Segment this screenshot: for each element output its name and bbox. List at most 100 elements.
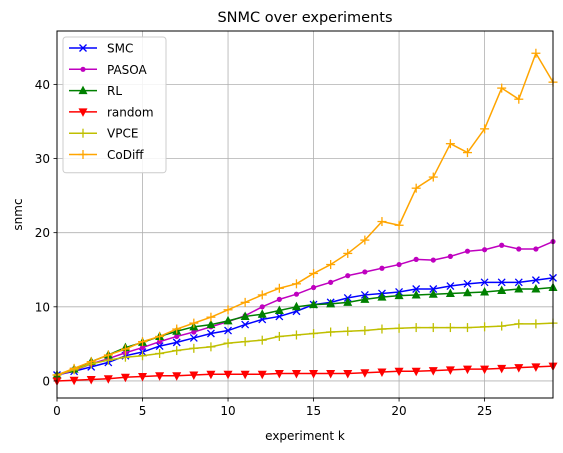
data-point	[223, 370, 233, 380]
data-point	[120, 344, 130, 354]
series-line	[56, 52, 554, 376]
data-point	[362, 269, 368, 275]
data-point	[514, 278, 523, 287]
marker-stroke	[224, 326, 232, 335]
data-point	[69, 376, 79, 386]
data-point	[189, 343, 199, 353]
data-point	[497, 83, 507, 93]
series-line	[56, 240, 554, 376]
data-point	[343, 297, 353, 306]
data-point	[411, 367, 421, 377]
data-point	[139, 344, 146, 351]
x-tick-label: 25	[477, 404, 492, 418]
data-point	[224, 326, 232, 335]
data-point	[430, 257, 436, 263]
legend-label: RL	[107, 84, 122, 98]
data-point	[462, 323, 472, 333]
y-tick-label: 0	[42, 374, 50, 388]
ticks: 0 5 10 15 20 25 0 10 20 30 40	[35, 78, 493, 418]
data-point	[531, 284, 541, 293]
data-point	[531, 363, 541, 372]
marker-stroke	[206, 329, 215, 338]
x-tick-label: 0	[53, 404, 61, 418]
legend-entry-codiff: CoDiff	[69, 148, 144, 162]
x-tick-label: 15	[306, 404, 321, 418]
x-tick-label: 5	[139, 404, 147, 418]
data-point	[223, 315, 233, 325]
data-point	[155, 331, 165, 341]
data-point	[480, 278, 489, 287]
data-point	[377, 324, 387, 334]
legend-entry-vpce: VPCE	[69, 127, 138, 141]
data-point	[80, 66, 86, 72]
data-point	[309, 268, 319, 278]
data-point	[531, 319, 541, 329]
data-point	[345, 273, 351, 279]
marker-stroke	[275, 312, 284, 321]
data-point	[157, 339, 163, 345]
data-point	[428, 289, 438, 298]
data-point	[514, 319, 524, 329]
data-point	[257, 290, 267, 300]
data-point	[206, 342, 216, 352]
data-point	[497, 285, 507, 294]
legend-entry-rl: RL	[69, 84, 122, 98]
data-point	[309, 328, 319, 338]
data-point	[189, 318, 199, 328]
data-point	[497, 278, 506, 287]
y-axis-label: snmc	[11, 198, 25, 230]
series-layer	[52, 48, 558, 386]
data-point	[291, 301, 301, 311]
data-point	[480, 124, 490, 134]
data-point	[328, 279, 334, 285]
data-point	[172, 338, 181, 347]
data-point	[445, 366, 455, 375]
data-point	[240, 297, 250, 307]
marker-stroke	[463, 279, 472, 288]
data-point	[445, 288, 455, 297]
data-point	[240, 370, 250, 380]
data-point	[481, 247, 488, 253]
data-point	[78, 150, 88, 159]
data-point	[411, 323, 421, 333]
data-point	[78, 128, 88, 138]
data-point	[103, 375, 113, 384]
data-point	[155, 372, 165, 381]
marker-stroke	[189, 333, 198, 342]
data-point	[138, 337, 148, 347]
marker-stroke	[446, 282, 455, 291]
data-point	[189, 333, 198, 342]
data-point	[291, 279, 301, 289]
data-point	[274, 331, 284, 341]
data-point	[274, 283, 284, 293]
data-point	[172, 372, 182, 381]
legend: SMC PASOA RL random VPCE CoDiff	[62, 36, 167, 174]
data-point	[533, 246, 539, 252]
data-point	[120, 352, 130, 362]
data-point	[377, 217, 387, 227]
marker-stroke	[172, 338, 181, 347]
data-point	[343, 326, 353, 336]
marker-stroke	[429, 285, 438, 293]
data-point	[276, 296, 282, 302]
y-tick-label: 40	[35, 78, 50, 92]
chart-title: SNMC over experiments	[217, 10, 392, 26]
data-point	[241, 320, 250, 329]
legend-entry-smc: SMC	[69, 42, 133, 56]
series-rl	[52, 282, 558, 379]
series-vpce	[52, 318, 558, 380]
marker-stroke	[531, 276, 540, 285]
data-point	[428, 323, 438, 333]
y-tick-label: 20	[35, 226, 50, 240]
data-point	[240, 311, 250, 320]
data-point	[445, 139, 455, 149]
data-point	[103, 350, 113, 360]
data-point	[310, 284, 317, 291]
y-tick-label: 30	[35, 152, 50, 166]
data-point	[326, 370, 336, 379]
data-point	[429, 285, 438, 293]
data-point	[291, 330, 301, 340]
data-point	[360, 326, 370, 336]
data-point	[309, 370, 319, 379]
marker-stroke	[241, 320, 250, 329]
